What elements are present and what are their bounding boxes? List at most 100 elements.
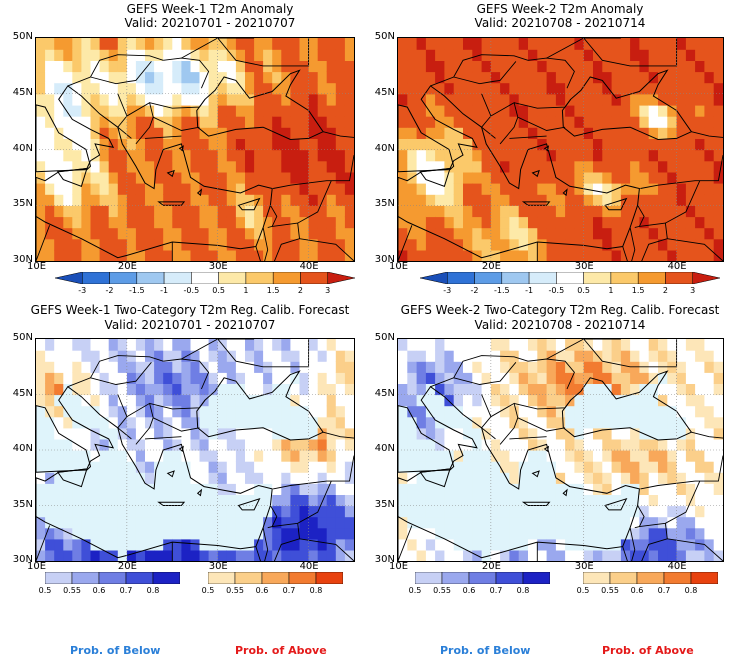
field-cell [72, 216, 82, 229]
field-cell [326, 171, 337, 184]
field-cell [602, 438, 613, 451]
field-cell [490, 427, 501, 440]
field-cell [425, 383, 436, 396]
field-cell [290, 416, 301, 429]
field-cell [154, 49, 164, 61]
field-cell [713, 339, 723, 351]
field-cell [565, 205, 575, 218]
field-cell [425, 516, 436, 529]
field-cell [481, 450, 492, 462]
field-cell [713, 394, 723, 407]
field-cell [685, 538, 696, 551]
field-cell [416, 405, 427, 418]
field-cell [308, 483, 319, 495]
coast-island [543, 145, 550, 152]
field-cell [181, 104, 192, 117]
field-cell [528, 171, 538, 184]
field-cell [490, 116, 501, 128]
field-cell [602, 205, 613, 218]
field-cell [435, 38, 445, 50]
field-cell [326, 205, 337, 218]
field-cell [509, 394, 520, 407]
field-cell [463, 394, 473, 407]
field-cell [317, 383, 328, 396]
border-line [262, 227, 269, 261]
field-cell [658, 339, 668, 351]
field-cell [546, 138, 557, 151]
field-cell [546, 549, 557, 561]
field-cell [398, 427, 408, 440]
field-cell [518, 49, 529, 61]
field-cell [593, 339, 603, 351]
field-cell [190, 127, 201, 139]
field-cell [317, 227, 328, 240]
field-cell [63, 361, 73, 373]
field-cell [290, 205, 301, 218]
field-cell [407, 82, 418, 95]
field-cell [425, 171, 436, 184]
field-cell [704, 372, 715, 384]
field-cell [154, 405, 164, 418]
field-cell [54, 49, 64, 61]
field-cell [398, 205, 408, 218]
field-cell [308, 160, 319, 173]
field-cell [272, 104, 282, 117]
field-cell [126, 38, 137, 50]
field-cell [344, 438, 354, 451]
field-cell [217, 71, 228, 84]
field-cell [54, 494, 64, 507]
field-cell [99, 216, 110, 229]
field-cell [713, 516, 723, 529]
field-cell [713, 427, 723, 440]
field-cell [263, 427, 273, 440]
field-cell [435, 194, 445, 206]
field-cell [199, 438, 210, 451]
field-cell [593, 472, 603, 484]
field-cell [453, 82, 464, 95]
field-cell [99, 372, 110, 384]
field-cell [574, 483, 585, 495]
field-cell [509, 405, 520, 418]
field-cell [63, 149, 73, 162]
field-cell [630, 494, 640, 507]
field-cell [398, 394, 408, 407]
field-cell [463, 527, 473, 540]
field-cell [226, 227, 237, 240]
field-cell [326, 416, 337, 429]
field-cell [416, 516, 427, 529]
field-cell [528, 194, 538, 206]
field-cell [172, 205, 182, 218]
field-cell [326, 138, 337, 151]
field-cell [308, 361, 319, 373]
field-cell [453, 71, 464, 84]
field-cell [528, 394, 538, 407]
coast-mediterranean [36, 385, 273, 561]
field-cell [190, 82, 201, 95]
border-line [691, 431, 723, 439]
colorbar-swatch [45, 572, 73, 584]
field-cell [528, 183, 538, 195]
field-cell [45, 227, 55, 240]
field-cell [163, 483, 173, 495]
field-cell [245, 127, 255, 139]
field-cell [308, 104, 319, 117]
field-cell [145, 549, 155, 561]
field-cell [135, 138, 146, 151]
field-cell [317, 216, 328, 229]
field-cell [398, 516, 408, 529]
field-cell [630, 249, 640, 261]
field-cell [713, 116, 723, 128]
field-cell [704, 71, 715, 84]
field-cell [326, 350, 337, 362]
field-cell [54, 104, 64, 117]
field-cell [444, 516, 455, 529]
field-cell [36, 372, 46, 384]
field-cell [290, 538, 301, 551]
field-cell [36, 416, 46, 429]
field-cell [537, 461, 548, 473]
colorbar-swatch [583, 272, 612, 284]
field-cell [676, 171, 687, 184]
field-cell [63, 205, 73, 218]
field-cell [546, 516, 557, 529]
field-cell [344, 339, 354, 351]
